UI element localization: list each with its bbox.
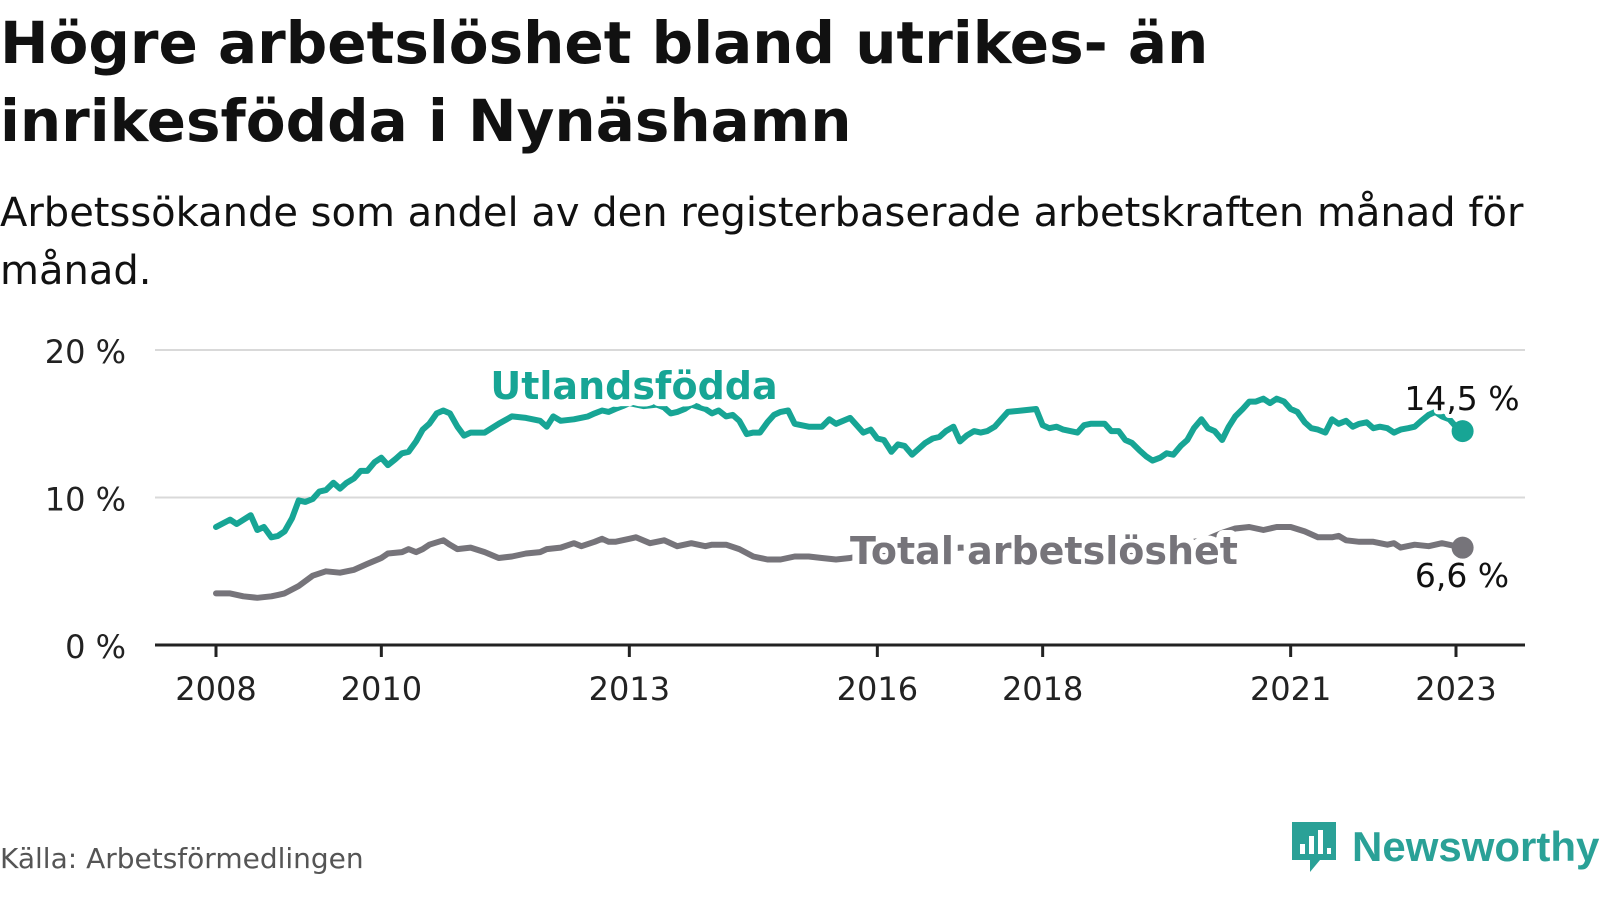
x-tick-label: 2018 [1002,670,1083,708]
axes: 0 % 10 % 20 % 2008 2010 2013 2016 2018 2021 2023 [45,333,1525,708]
series-line-total-arbetsloshet [213,524,1466,601]
x-tick-label: 2008 [175,670,256,708]
y-tick-label: 0 % [65,628,126,666]
y-tick-label: 20 % [45,333,126,371]
x-tick-label: 2023 [1415,670,1496,708]
newsworthy-logo-icon [1292,822,1336,872]
x-tick-label: 2021 [1250,670,1331,708]
brand-name: Newsworthy [1352,823,1600,870]
line-chart: 0 %10 %20 %2008 2010 2013 2016 2018 2021 2023 … [45,333,1525,708]
series-label-utlandsfodda: Utlandsfödda [490,364,777,408]
end-point-total-arbetsloshet [1451,536,1474,559]
end-point-utlandsfodda [1451,420,1474,443]
end-value-label-utlandsfodda: 14,5 % [1404,379,1519,418]
end-value-label-total: 6,6 % [1415,556,1509,595]
series-line-utlandsfodda [213,395,1466,541]
series-lines [213,395,1474,601]
source-note: Källa: Arbetsförmedlingen [0,842,364,875]
y-tick-label: 10 % [45,481,126,519]
chart-title: Högre arbetslöshet bland utrikes- än inr… [0,9,1209,155]
series-labels: Utlandsfödda Total arbetslöshet 14,5 % 6,6 … [483,357,1523,599]
brand-logo[interactable]: Newsworthy [1290,820,1599,874]
series-label-total: Total arbetslöshet [850,529,1238,573]
grid-lines [155,349,1525,499]
x-tick-label: 2010 [341,670,422,708]
x-tick-label: 2013 [589,670,670,708]
x-tick-label: 2016 [837,670,918,708]
chart-subtitle: Arbetssökande som andel av den registerb… [0,190,1524,294]
